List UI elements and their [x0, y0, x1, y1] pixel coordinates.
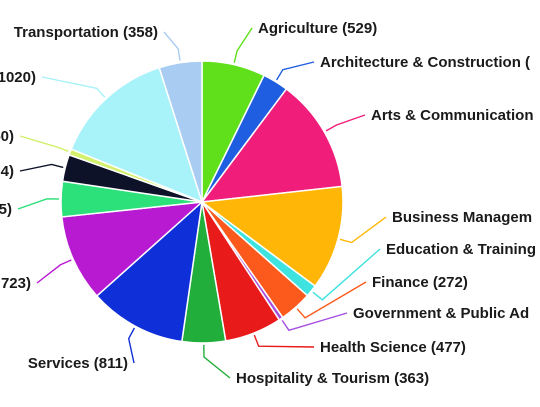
pie-slice-9	[95, 200, 204, 343]
leader-line-1	[276, 61, 315, 81]
label-education-training: Education & Training	[386, 241, 536, 258]
label-architecture-construction: Architecture & Construction (	[320, 54, 530, 71]
pie-slices	[60, 60, 344, 344]
leader-line-4	[312, 248, 381, 301]
leader-line-13	[19, 135, 69, 152]
leader-line-8	[203, 344, 231, 379]
leader-line-6	[281, 312, 348, 332]
slice-labels: Agriculture (529) Architecture & Constru…	[0, 20, 536, 387]
leader-line-11	[17, 198, 60, 210]
pie-slice-3	[200, 185, 344, 288]
label-723: 723)	[1, 275, 31, 292]
label-4: 4)	[1, 163, 14, 180]
pie-slice-10	[60, 201, 205, 297]
label-services: Services (811)	[28, 355, 128, 372]
label-50: 50)	[0, 128, 14, 145]
pie-slice-15	[158, 60, 203, 203]
leader-line-10	[36, 259, 72, 284]
leader-line-14	[41, 76, 106, 98]
label-transportation: Transportation (358)	[14, 24, 158, 41]
label-finance: Finance (272)	[372, 274, 468, 291]
leader-line-0	[233, 27, 253, 63]
leader-line-5	[296, 281, 367, 319]
label-business-management: Business Managem	[392, 209, 532, 226]
label-health-science: Health Science (477)	[320, 339, 466, 356]
leader-line-9	[127, 327, 136, 364]
label-agriculture: Agriculture (529)	[258, 20, 377, 37]
label-5: 5)	[0, 201, 12, 218]
leader-lines	[17, 27, 387, 379]
leader-line-2	[325, 114, 366, 132]
label-hospitality-tourism: Hospitality & Tourism (363)	[236, 370, 429, 387]
label-arts-communication: Arts & Communication	[371, 107, 534, 124]
label-m-1020: M (1020)	[0, 69, 36, 86]
leader-line-3	[339, 216, 387, 244]
leader-line-15	[163, 31, 181, 61]
leader-line-12	[19, 163, 64, 172]
label-government-public: Government & Public Ad	[353, 305, 529, 322]
leader-line-7	[253, 334, 315, 348]
pie-slice-2	[200, 88, 343, 203]
